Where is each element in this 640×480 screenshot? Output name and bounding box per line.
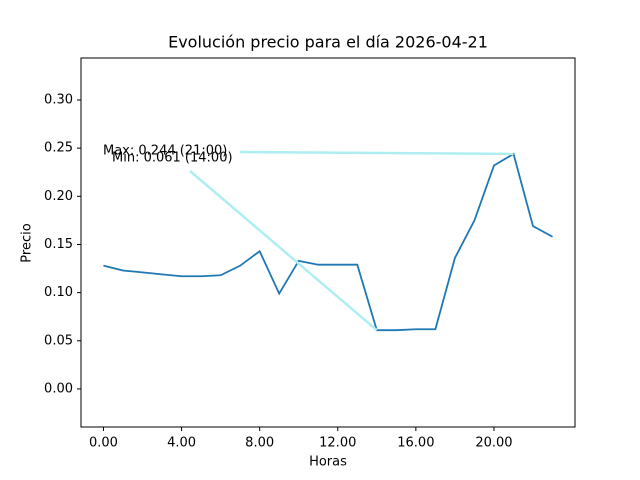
y-tick-label: 0.20 bbox=[44, 189, 73, 204]
x-tick-label: 12.00 bbox=[319, 436, 356, 451]
chart-title: Evolución precio para el día 2026-04-21 bbox=[168, 33, 488, 52]
y-tick-label: 0.00 bbox=[44, 381, 73, 396]
y-axis-label: Precio bbox=[20, 223, 35, 262]
x-tick-label: 8.00 bbox=[245, 436, 274, 451]
x-tick-label: 20.00 bbox=[475, 436, 512, 451]
y-tick-label: 0.05 bbox=[44, 333, 73, 348]
annotation-arrow bbox=[239, 150, 514, 156]
y-tick-label: 0.25 bbox=[44, 141, 73, 156]
annotation-text: Min: 0.061 (14:00) bbox=[112, 151, 233, 166]
y-tick-label: 0.30 bbox=[44, 92, 73, 107]
x-tick-label: 16.00 bbox=[397, 436, 434, 451]
y-tick-label: 0.10 bbox=[44, 285, 73, 300]
x-tick-label: 4.00 bbox=[167, 436, 196, 451]
y-tick-label: 0.15 bbox=[44, 237, 73, 252]
x-axis-label: Horas bbox=[309, 455, 347, 470]
annotation-arrow bbox=[189, 170, 378, 332]
plot-frame bbox=[80, 57, 576, 428]
annotation-text: Max: 0.244 (21:00) bbox=[103, 144, 227, 159]
line-series bbox=[103, 152, 553, 332]
x-tick-label: 0.00 bbox=[89, 436, 118, 451]
